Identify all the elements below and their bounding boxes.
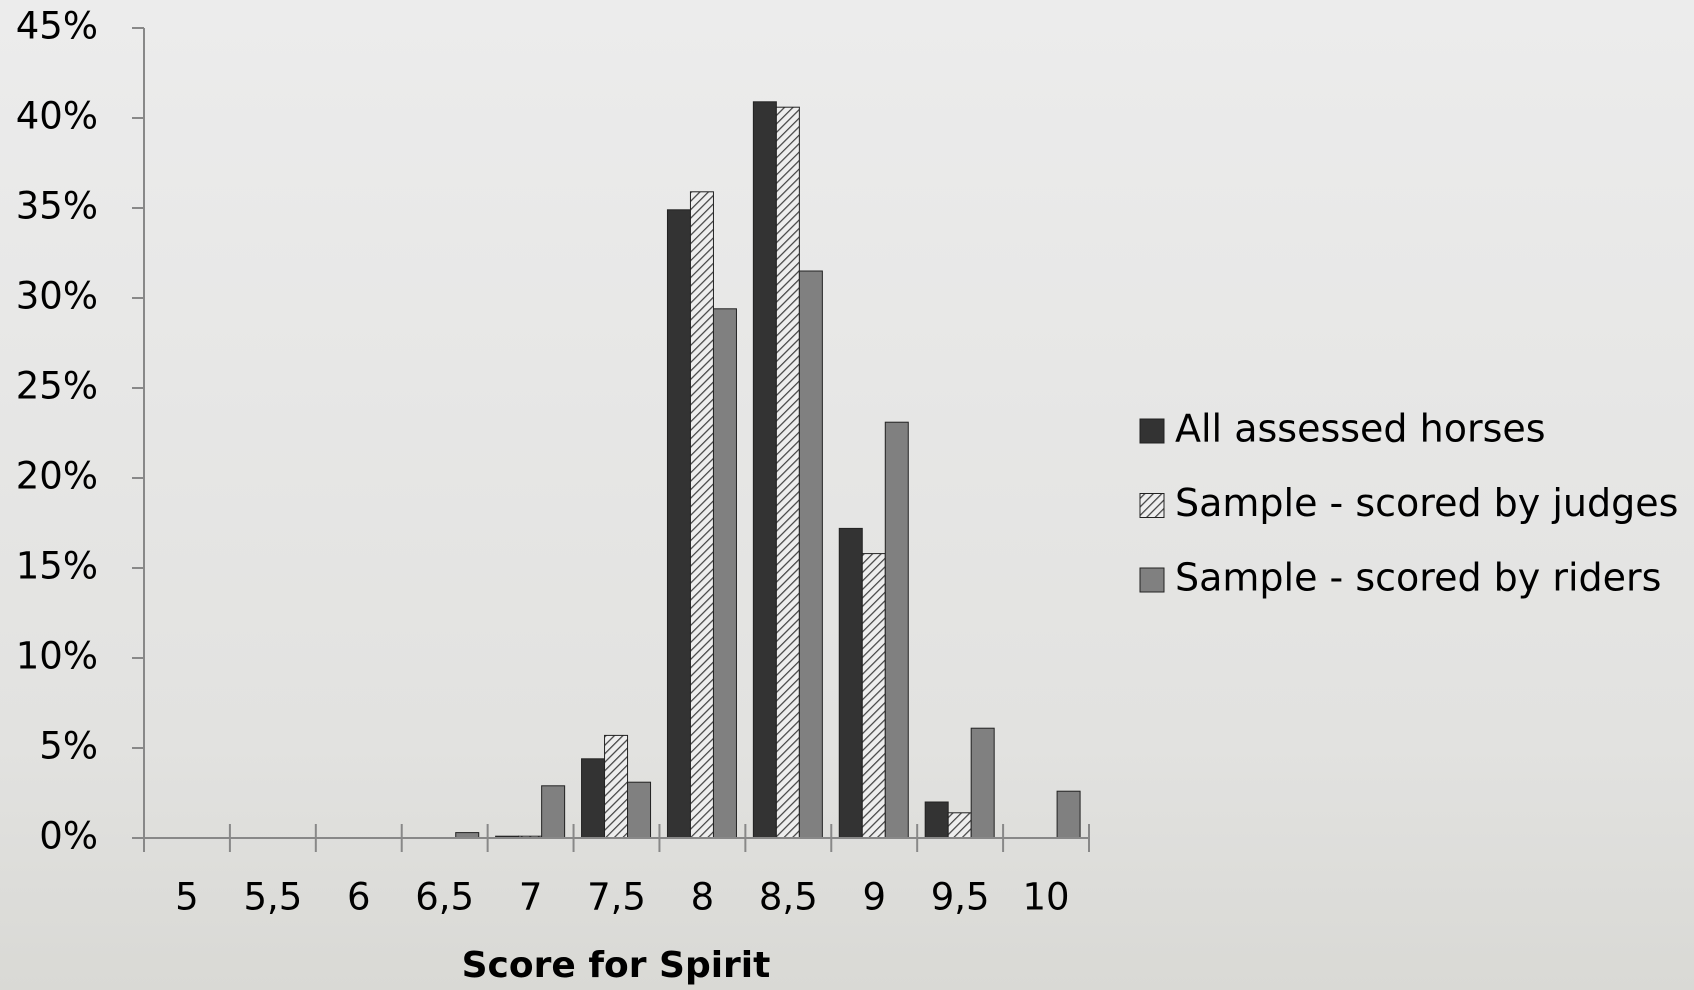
legend-swatch	[1140, 568, 1164, 592]
bar	[542, 786, 565, 838]
y-tick-label: 5%	[39, 725, 98, 768]
y-tick-label: 40%	[16, 95, 98, 138]
x-axis-title: Score for Spirit	[462, 945, 771, 986]
x-tick-label: 5	[175, 876, 199, 919]
x-tick-label: 8	[691, 876, 715, 919]
bar	[713, 309, 736, 838]
y-tick-label: 45%	[16, 5, 98, 48]
legend-label: Sample - scored by riders	[1175, 556, 1661, 600]
bar	[776, 107, 799, 838]
bar	[1057, 791, 1080, 838]
y-tick-label: 30%	[16, 275, 98, 318]
legend-label: Sample - scored by judges	[1175, 481, 1678, 525]
bar	[971, 728, 994, 838]
bar	[753, 102, 776, 838]
y-tick-label: 25%	[16, 365, 98, 408]
x-tick-label: 9,5	[931, 876, 990, 919]
x-tick-label: 9	[862, 876, 886, 919]
x-tick-label: 5,5	[243, 876, 302, 919]
bar	[862, 554, 885, 838]
legend-swatch	[1140, 494, 1164, 518]
bar	[628, 782, 651, 838]
y-tick-label: 35%	[16, 185, 98, 228]
x-tick-label: 7,5	[587, 876, 646, 919]
x-tick-label: 6,5	[415, 876, 474, 919]
chart: Score for Spirit 0% 5% 10% 15% 20% 25% 30% 35% 4…	[0, 0, 1694, 990]
bar	[605, 735, 628, 838]
legend-label: All assessed horses	[1175, 407, 1546, 451]
bar	[948, 813, 971, 838]
y-tick-label: 15%	[16, 545, 98, 588]
bar	[839, 528, 862, 838]
x-tick-label: 8,5	[759, 876, 818, 919]
y-tick-label: 10%	[16, 635, 98, 678]
x-tick-label: 7	[519, 876, 543, 919]
bar	[925, 802, 948, 838]
bar	[799, 271, 822, 838]
x-tick-label: 6	[347, 876, 371, 919]
bar	[667, 210, 690, 838]
y-tick-label: 0%	[39, 815, 98, 858]
bar	[885, 422, 908, 838]
x-tick-label: 10	[1022, 876, 1069, 919]
bar	[582, 759, 605, 838]
y-tick-label: 20%	[16, 455, 98, 498]
bar	[690, 192, 713, 838]
legend-swatch	[1140, 419, 1164, 443]
page: {"chart_data": {"type": "bar", "xlabel":…	[0, 0, 1694, 990]
